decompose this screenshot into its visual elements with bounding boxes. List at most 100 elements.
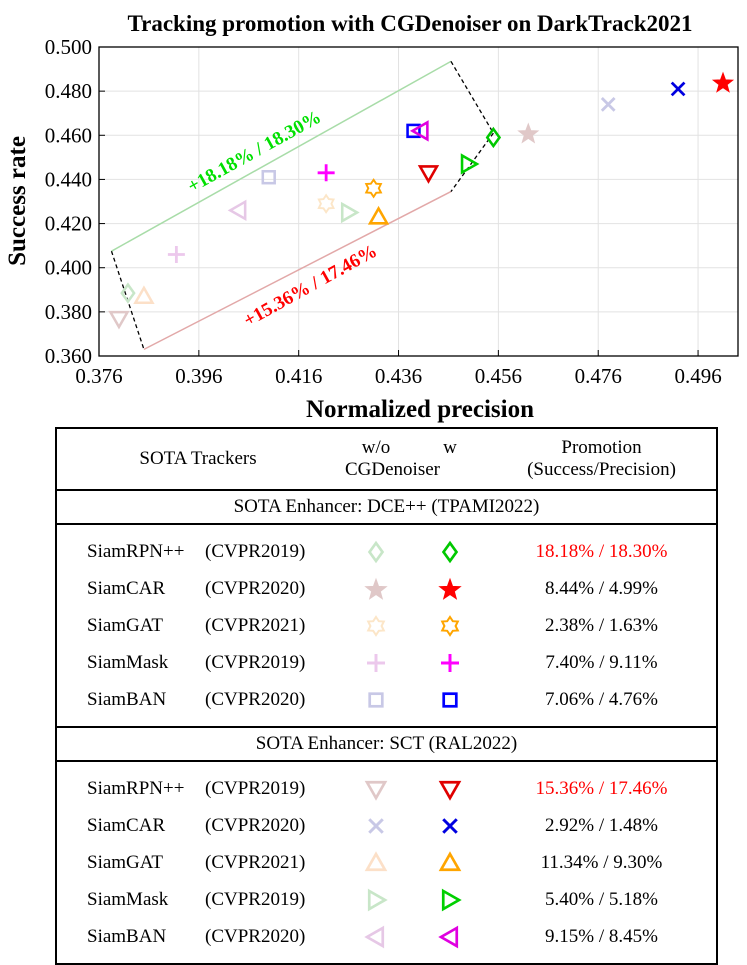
square-icon bbox=[442, 691, 458, 708]
y-axis-label: Success rate bbox=[4, 136, 31, 266]
promotion-precision: 9.11% bbox=[609, 651, 658, 673]
y-tick-label: 0.440 bbox=[45, 167, 92, 191]
data-point bbox=[167, 245, 185, 263]
header-promotion-sub: (Success/Precision) bbox=[527, 459, 676, 480]
triangle-down-icon bbox=[438, 780, 462, 801]
triangle-left-icon bbox=[364, 925, 385, 948]
data-point bbox=[409, 120, 429, 142]
x-axis-label: Normalized precision bbox=[306, 396, 534, 423]
promotion-success: 2.38% bbox=[545, 614, 595, 636]
promotion-precision: 1.63% bbox=[608, 614, 658, 636]
table-row: SiamGAT (CVPR2021) 11.34% / 9.30% bbox=[56, 844, 717, 881]
table-header: SOTA Trackers w/o w CGDenoiser Promotion (Suc… bbox=[56, 428, 717, 491]
y-tick-label: 0.480 bbox=[45, 79, 92, 103]
y-tick-label: 0.420 bbox=[45, 212, 92, 236]
promotion-success: 18.18% bbox=[535, 540, 595, 562]
table-row: SiamCAR (CVPR2020) 2.92% / 1.48% bbox=[56, 807, 717, 844]
red-box-edge bbox=[143, 190, 452, 351]
data-point bbox=[485, 126, 502, 149]
promotion-precision: 4.76% bbox=[608, 688, 658, 710]
data-point bbox=[227, 199, 247, 222]
legend-marker bbox=[368, 691, 384, 708]
table-row: SiamBAN (CVPR2020) 7.06% / 4.76% bbox=[56, 681, 717, 718]
promotion-precision: 18.30% bbox=[608, 540, 668, 562]
legend-marker bbox=[367, 888, 388, 911]
tracker-name: SiamRPN++ bbox=[87, 777, 185, 799]
legend-marker bbox=[364, 780, 388, 801]
legend-marker bbox=[364, 577, 388, 600]
legend-marker bbox=[364, 850, 388, 871]
legend-marker bbox=[366, 614, 386, 637]
data-point bbox=[711, 71, 735, 93]
promotion-success: 8.44% bbox=[545, 577, 595, 599]
star-icon bbox=[438, 577, 462, 600]
legend-marker bbox=[438, 780, 462, 801]
legend-marker bbox=[441, 540, 459, 563]
section-title: SOTA Enhancer: SCT (RAL2022) bbox=[255, 733, 518, 754]
legend-marker bbox=[438, 925, 459, 948]
legend-marker bbox=[442, 817, 458, 834]
diamond-icon bbox=[441, 540, 459, 563]
data-point bbox=[261, 169, 276, 185]
diamond-icon bbox=[367, 540, 385, 563]
data-points bbox=[108, 71, 735, 330]
x-icon bbox=[368, 817, 384, 834]
tracker-name: SiamRPN++ bbox=[87, 540, 185, 562]
legend-marker bbox=[368, 817, 384, 834]
y-tick-label: 0.500 bbox=[45, 35, 92, 59]
y-tick-label: 0.400 bbox=[45, 256, 92, 280]
data-point bbox=[317, 193, 335, 214]
triangle-right-icon bbox=[367, 888, 388, 911]
tracker-venue: (CVPR2019) bbox=[205, 540, 306, 562]
table-row: SiamMask (CVPR2019) 7.40% / 9.11% bbox=[56, 644, 717, 681]
grid-lines bbox=[98, 46, 738, 357]
legend-marker bbox=[441, 888, 462, 911]
data-point bbox=[317, 164, 335, 182]
hexagram-icon bbox=[440, 614, 460, 637]
promotion-success: 15.36% bbox=[535, 777, 595, 799]
data-point bbox=[133, 285, 155, 305]
table-row: SiamBAN (CVPR2020) 9.15% / 8.45% bbox=[56, 918, 717, 955]
promotion-precision: 5.18% bbox=[608, 888, 658, 910]
x-tick-label: 0.476 bbox=[575, 364, 622, 388]
promotion-precision: 17.46% bbox=[608, 777, 668, 799]
x-tick-label: 0.396 bbox=[175, 364, 222, 388]
legend-marker bbox=[440, 614, 460, 637]
promotion-success: 2.92% bbox=[545, 814, 595, 836]
promotion-precision: 4.99% bbox=[608, 577, 658, 599]
data-point bbox=[600, 97, 616, 112]
legend-marker bbox=[442, 691, 458, 708]
square-icon bbox=[368, 691, 384, 708]
y-tick-label: 0.380 bbox=[45, 300, 92, 324]
header-w: w bbox=[443, 437, 457, 458]
header-wo: w/o bbox=[361, 437, 391, 458]
promotion-precision: 9.30% bbox=[613, 851, 663, 873]
x-tick-label: 0.416 bbox=[275, 364, 322, 388]
chart-title: Tracking promotion with CGDenoiser on Da… bbox=[127, 11, 692, 36]
data-point bbox=[417, 165, 440, 184]
section-title: SOTA Enhancer: DCE++ (TPAMI2022) bbox=[233, 496, 540, 517]
data-point bbox=[367, 205, 390, 225]
promotion-precision: 1.48% bbox=[608, 814, 658, 836]
red-annotation: +15.36% / 17.46% bbox=[240, 241, 381, 332]
tracker-name: SiamMask bbox=[87, 888, 169, 910]
x-icon bbox=[442, 817, 458, 834]
tracker-venue: (CVPR2019) bbox=[205, 888, 306, 910]
tracker-venue: (CVPR2020) bbox=[205, 814, 306, 836]
header-trackers: SOTA Trackers bbox=[139, 448, 257, 469]
hexagram-icon bbox=[366, 614, 386, 637]
tracker-name: SiamGAT bbox=[87, 851, 163, 873]
axis-ticks: 0.376 0.396 0.416 0.436 0.456 0.476 0.496 0.360… bbox=[45, 35, 722, 388]
header-promotion: Promotion bbox=[561, 437, 642, 458]
header-denoiser: CGDenoiser bbox=[345, 459, 440, 480]
section-header: SOTA Enhancer: DCE++ (TPAMI2022) bbox=[56, 490, 717, 525]
triangle-up-icon bbox=[438, 850, 462, 871]
tracker-venue: (CVPR2020) bbox=[205, 688, 306, 710]
x-tick-label: 0.456 bbox=[475, 364, 522, 388]
legend-marker bbox=[438, 850, 462, 871]
plus-icon bbox=[441, 653, 459, 672]
table-row: SiamRPN++ (CVPR2019) 15.36% / 17.46% bbox=[56, 770, 717, 807]
green-annotation: +18.18% / 18.30% bbox=[184, 107, 325, 198]
triangle-left-icon bbox=[438, 925, 459, 948]
tracker-name: SiamBAN bbox=[87, 688, 167, 710]
